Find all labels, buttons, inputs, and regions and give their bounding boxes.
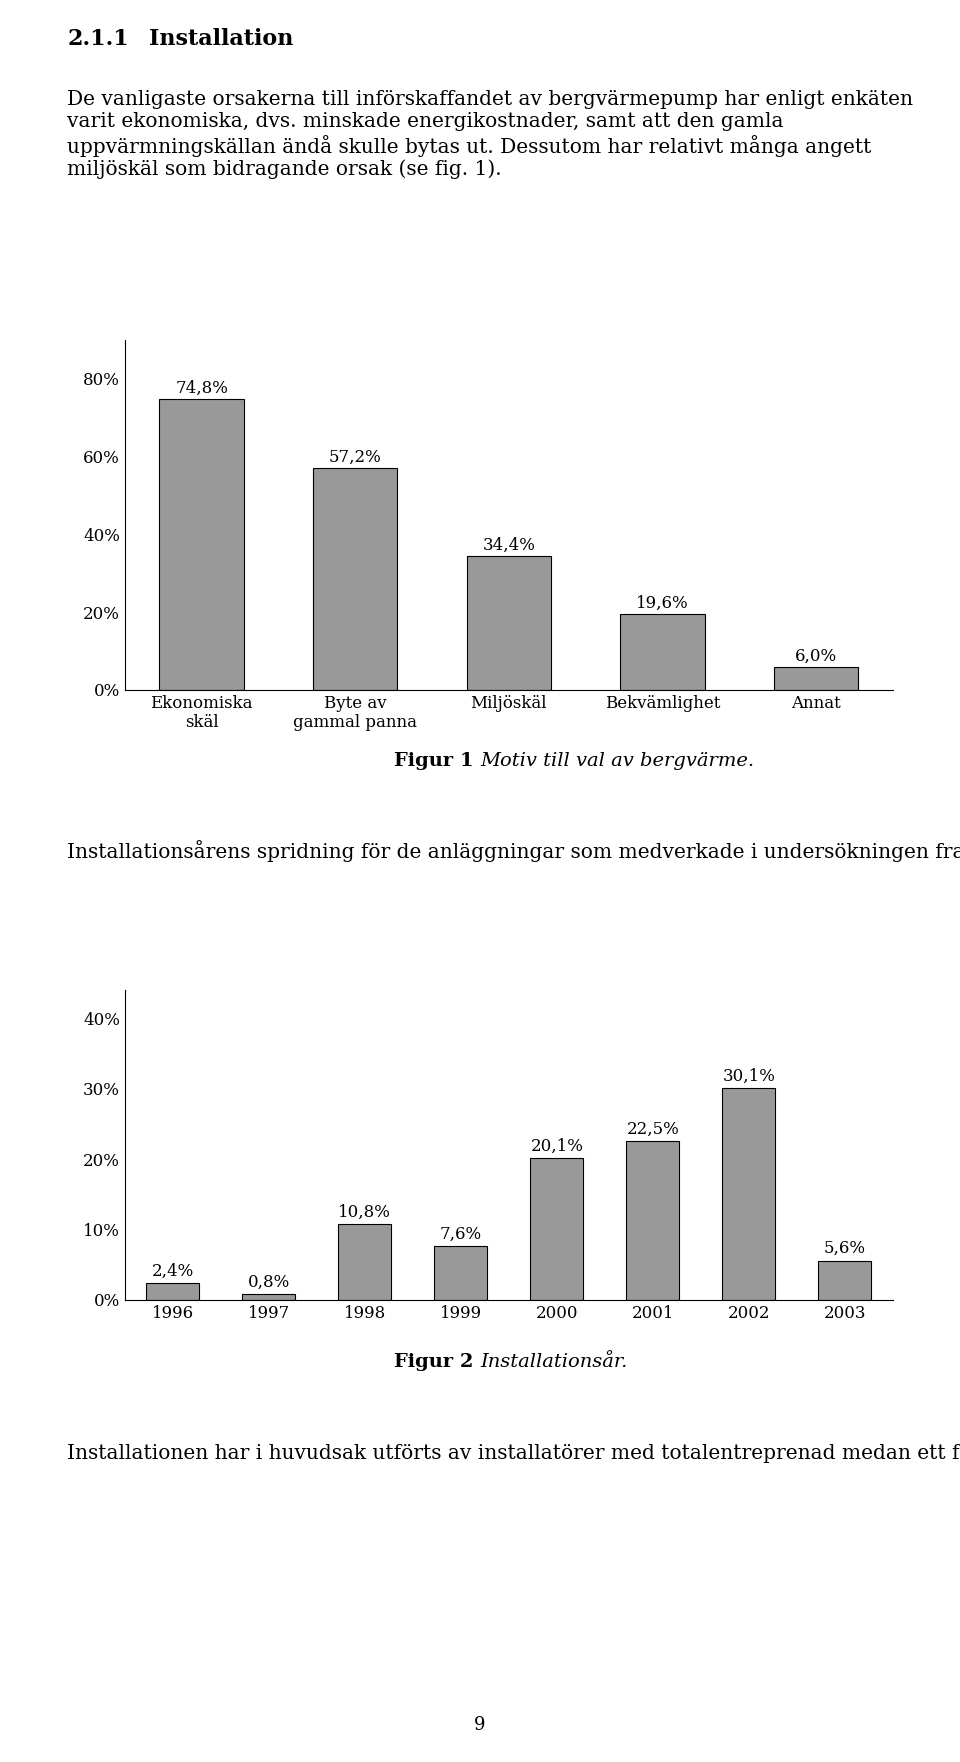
Text: 22,5%: 22,5% (627, 1121, 679, 1138)
Bar (774, 666, 858, 691)
Text: Figur 1: Figur 1 (394, 752, 480, 770)
Bar (722, 1087, 775, 1300)
Text: 20,1%: 20,1% (530, 1138, 584, 1154)
Text: 2,4%: 2,4% (152, 1263, 194, 1279)
Bar (620, 613, 705, 691)
Bar (146, 1283, 200, 1300)
Text: 57,2%: 57,2% (329, 449, 381, 465)
Text: 6,0%: 6,0% (795, 648, 837, 664)
Text: 10,8%: 10,8% (338, 1203, 392, 1221)
Bar (339, 1225, 392, 1300)
Bar (467, 557, 551, 691)
Bar (818, 1260, 871, 1300)
Text: 34,4%: 34,4% (482, 537, 536, 555)
Text: De vanligaste orsakerna till införskaffandet av bergvärmepump har enligt enkäten: De vanligaste orsakerna till införskaffa… (67, 90, 913, 180)
Text: 19,6%: 19,6% (636, 596, 688, 611)
Text: Installation: Installation (149, 28, 293, 49)
Bar (313, 467, 397, 691)
Bar (626, 1142, 679, 1300)
Bar (242, 1295, 296, 1300)
Text: 2.1.1: 2.1.1 (67, 28, 129, 49)
Text: 30,1%: 30,1% (722, 1068, 776, 1084)
Text: Installationsårens spridning för de anläggningar som medverkade i undersökningen: Installationsårens spridning för de anlä… (67, 840, 960, 862)
Text: Installationsår.: Installationsår. (480, 1353, 628, 1371)
Bar (531, 1158, 584, 1300)
Bar (434, 1246, 488, 1300)
Text: 0,8%: 0,8% (248, 1274, 290, 1292)
Text: 5,6%: 5,6% (824, 1240, 866, 1256)
Text: Motiv till val av bergvärme.: Motiv till val av bergvärme. (480, 752, 755, 770)
Text: Figur 2: Figur 2 (394, 1353, 480, 1371)
Bar (159, 400, 244, 691)
Text: 9: 9 (474, 1716, 486, 1734)
Text: 74,8%: 74,8% (175, 381, 228, 396)
Text: Installationen har i huvudsak utförts av installatörer med totalentreprenad meda: Installationen har i huvudsak utförts av… (67, 1441, 960, 1462)
Text: 7,6%: 7,6% (440, 1226, 482, 1242)
